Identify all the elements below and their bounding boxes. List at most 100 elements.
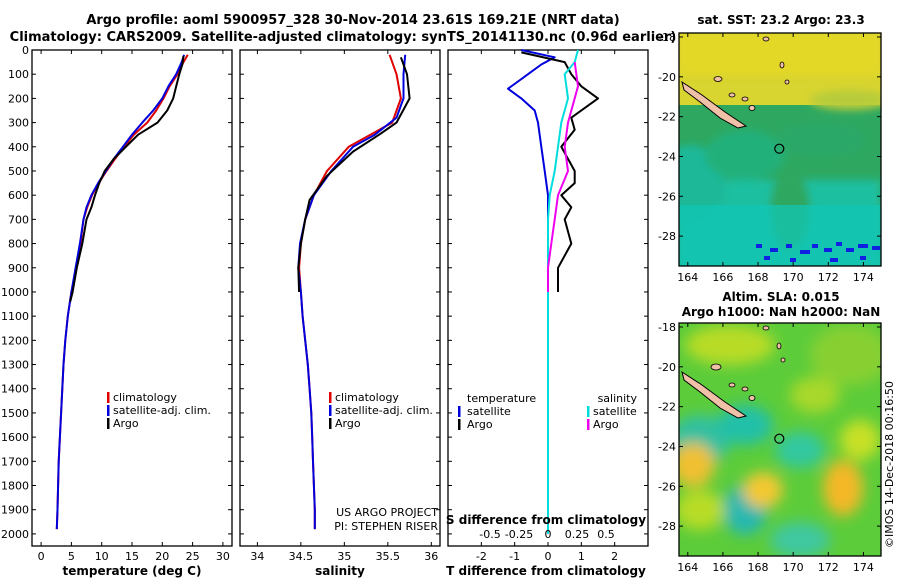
temperature-xlabel: temperature (deg C) — [63, 564, 202, 578]
legend-swatch — [329, 418, 332, 429]
pi-credit: PI: STEPHEN RISER — [334, 520, 438, 533]
legend-swatch — [458, 406, 461, 417]
lat-tick-label: -20 — [658, 71, 676, 84]
x-tick-label: -2 — [476, 550, 487, 563]
lon-tick-label: 168 — [748, 561, 769, 574]
depth-tick-label: 500 — [8, 165, 29, 178]
lat-tick-label: -28 — [658, 520, 676, 533]
salinity-panel: 34 34.5 35 35.5 36 salinity climatologysatel… — [239, 49, 441, 578]
lat-tick-label: -18 — [658, 321, 676, 334]
legend-label: Argo — [467, 418, 493, 431]
lat-tick-label: -26 — [658, 480, 676, 493]
argo-position-marker — [774, 143, 785, 154]
legend-label: satellite — [467, 405, 511, 418]
difference-legends: temperaturesatelliteArgosalinitysatellit… — [458, 392, 637, 431]
imos-footer: ©IMOS 14-Dec-2018 00:16:50 — [883, 381, 896, 548]
salinity-xlabel: salinity — [315, 564, 365, 578]
depth-tick-label: 300 — [8, 117, 29, 130]
x-tick-label: 30 — [216, 550, 230, 563]
lat-tick-label: -24 — [658, 150, 676, 163]
sst-map-title: sat. SST: 23.2 Argo: 23.3 — [697, 13, 864, 27]
series-line-climatology — [55, 54, 189, 530]
lon-tick-label: 172 — [818, 271, 839, 284]
depth-tick-label: 1400 — [1, 383, 29, 396]
x-tick-label: -1 — [509, 550, 520, 563]
project-credit: US ARGO PROJECT — [336, 506, 438, 519]
t-difference-xlabel: T difference from climatology — [446, 564, 646, 578]
lon-tick-label: 172 — [818, 561, 839, 574]
depth-tick-label: 1800 — [1, 480, 29, 493]
lon-tick-label: 168 — [748, 271, 769, 284]
difference-y-ticks — [448, 49, 648, 535]
depth-tick-label: 1300 — [1, 359, 29, 372]
depth-tick-label: 1600 — [1, 431, 29, 444]
lon-tick-label: 170 — [783, 271, 804, 284]
salinity-series — [297, 54, 411, 530]
difference-panel: -2 -1 0 1 2 T difference from climatology S … — [446, 49, 649, 578]
legend-label: climatology — [335, 391, 399, 404]
argo-position-marker-sla — [774, 433, 785, 444]
sla-latitude-axis: -18 -20 -22 -24 -26 -28 — [658, 321, 881, 533]
legend-swatch — [107, 405, 110, 416]
legend-swatch — [587, 419, 590, 430]
x-tick-label: 34.5 — [289, 550, 314, 563]
legend-label: Argo — [593, 418, 619, 431]
depth-tick-label: 700 — [8, 213, 29, 226]
x-tick-label: 35 — [337, 550, 351, 563]
salinity-legend-title: salinity — [598, 392, 638, 405]
lon-tick-label: 164 — [677, 271, 698, 284]
sst-field — [679, 33, 881, 266]
series-line-satellite-adj-clim- — [297, 54, 407, 530]
x-tick-label: 35.5 — [376, 550, 401, 563]
lat-tick-label: -18 — [658, 31, 676, 44]
x-tick-label: 34 — [250, 550, 264, 563]
x-tick-label: 5 — [68, 550, 75, 563]
x-tick-label: 0 — [38, 550, 45, 563]
x-tick-label: 25 — [186, 550, 200, 563]
s-tick-label: -0.25 — [505, 528, 533, 541]
depth-tick-label: 800 — [8, 238, 29, 251]
lon-tick-label: 166 — [712, 561, 733, 574]
salinity-x-axis: 34 34.5 35 35.5 36 — [250, 50, 438, 563]
s-difference-label: S difference from climatology — [446, 513, 646, 527]
x-tick-label: 15 — [125, 550, 139, 563]
depth-tick-label: 600 — [8, 189, 29, 202]
series-line-argo — [69, 55, 185, 302]
s-tick-label: 0.25 — [565, 528, 590, 541]
depth-tick-label: 2000 — [1, 528, 29, 541]
series-line-argo — [297, 56, 411, 293]
temperature-panel: 0100200300400500600700800900100011001200… — [1, 44, 233, 578]
x-tick-label: 36 — [424, 550, 438, 563]
legend-swatch — [587, 406, 590, 417]
lat-tick-label: -22 — [658, 111, 676, 124]
depth-tick-label: 1700 — [1, 455, 29, 468]
series-line-salinity-argo — [547, 61, 579, 292]
h-depth-title: Argo h1000: NaN h2000: NaN — [682, 305, 881, 319]
x-tick-label: 10 — [95, 550, 109, 563]
legend-label: satellite-adj. clim. — [113, 404, 211, 417]
sla-longitude-axis: 164 166 168 170 172 174 — [677, 323, 874, 574]
depth-tick-label: 1500 — [1, 407, 29, 420]
sla-field — [679, 323, 881, 556]
lat-tick-label: -24 — [658, 440, 676, 453]
s-tick-label: 0.5 — [597, 528, 615, 541]
depth-tick-label: 900 — [8, 262, 29, 275]
legend-swatch — [458, 419, 461, 430]
lon-tick-label: 170 — [783, 561, 804, 574]
difference-series — [507, 49, 599, 534]
temperature-x-axis: 0 5 10 15 20 25 30 — [38, 50, 230, 563]
temperature-series — [55, 54, 189, 530]
difference-x-axis: -2 -1 0 1 2 — [476, 50, 618, 563]
depth-tick-label: 1900 — [1, 504, 29, 517]
title-line-2: Climatology: CARS2009. Satellite-adjuste… — [10, 30, 677, 45]
s-difference-ticks: -0.5 -0.25 0 0.25 0.5 — [479, 528, 614, 541]
x-tick-label: 20 — [155, 550, 169, 563]
salinity-y-ticks — [240, 49, 440, 535]
legend-label: satellite — [593, 405, 637, 418]
depth-tick-label: 200 — [8, 92, 29, 105]
sst-longitude-axis: 164 166 168 170 172 174 — [677, 33, 874, 284]
series-line-temperature-argo — [521, 51, 599, 292]
